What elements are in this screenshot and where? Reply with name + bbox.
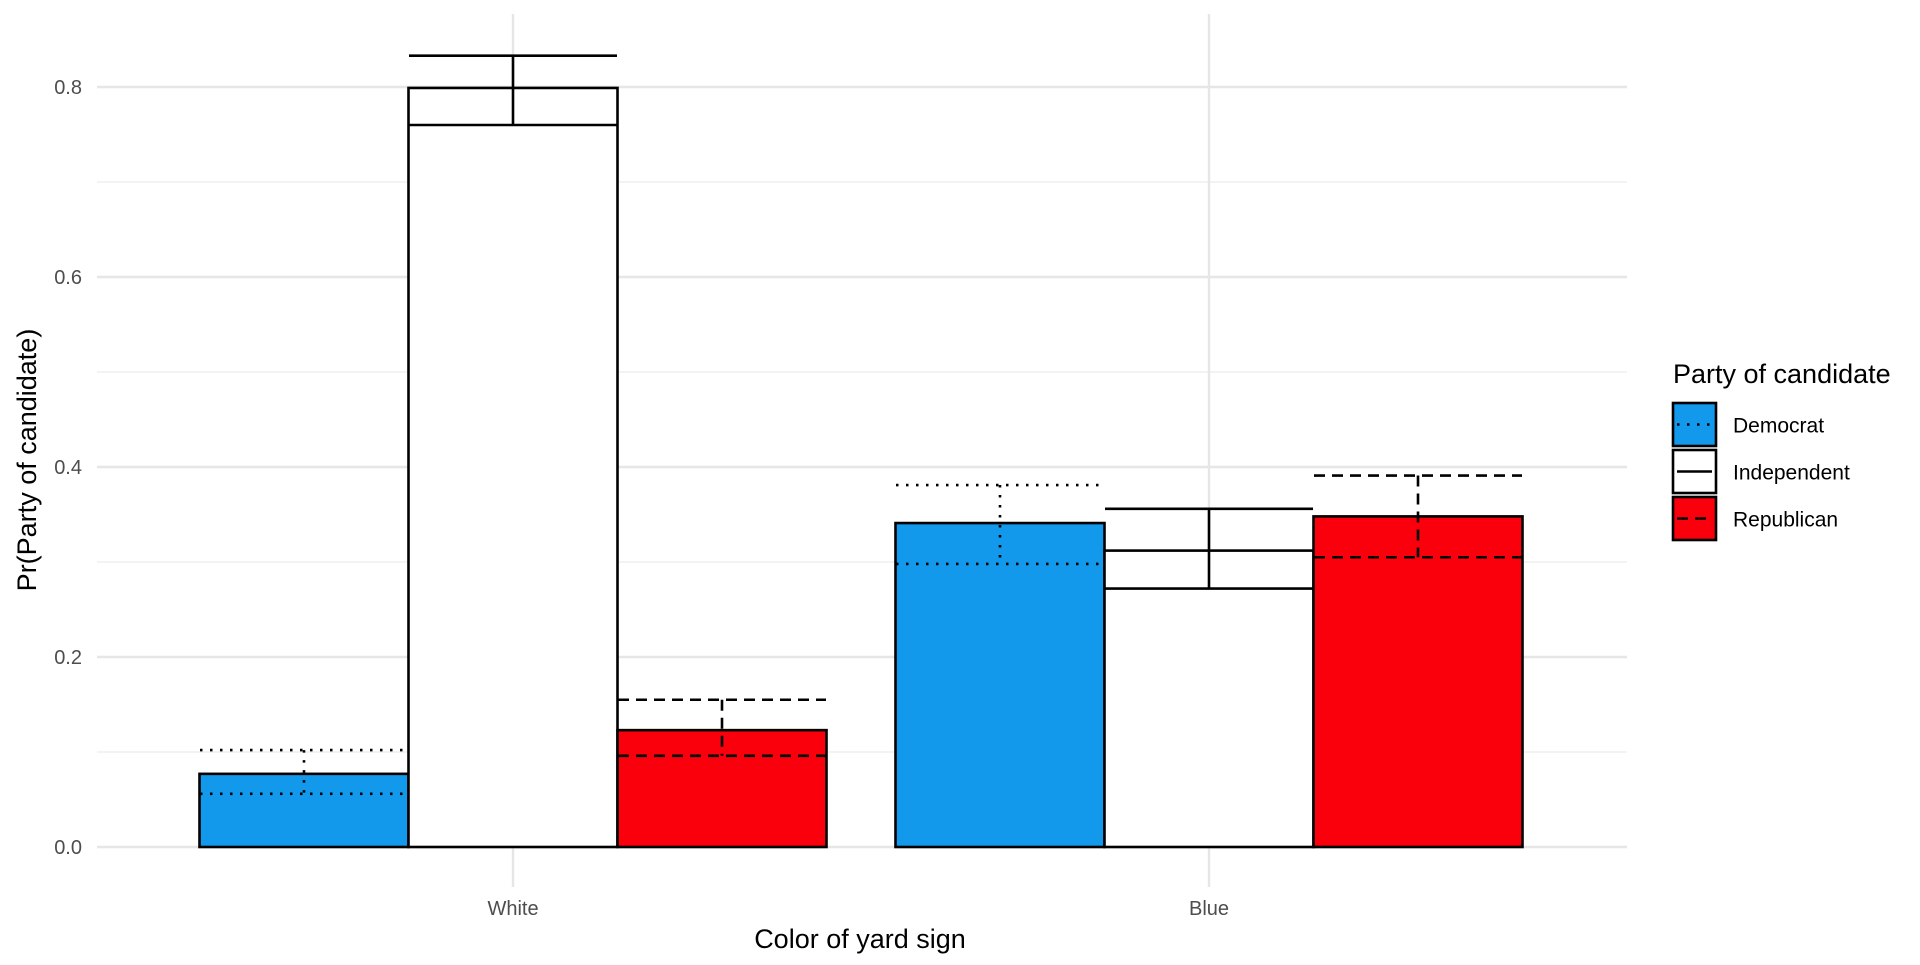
y-tick-label: 0.4 xyxy=(54,457,82,479)
legend-items: Democrat Independent Republican xyxy=(1673,403,1850,540)
bar xyxy=(618,730,827,847)
legend-title: Party of candidate xyxy=(1673,359,1891,389)
y-tick-label: 0.6 xyxy=(54,267,82,289)
legend-item: Republican xyxy=(1673,497,1838,540)
bar xyxy=(200,774,409,847)
bar xyxy=(409,88,618,847)
x-axis-title: Color of yard sign xyxy=(754,924,966,954)
legend-item: Independent xyxy=(1673,450,1850,493)
legend-label: Independent xyxy=(1733,462,1850,485)
legend-label: Republican xyxy=(1733,509,1838,532)
bar xyxy=(1105,551,1314,847)
x-tick-label: White xyxy=(487,898,538,920)
x-tick-label: Blue xyxy=(1189,898,1229,920)
y-tick-label: 0.0 xyxy=(54,837,82,859)
bar xyxy=(1314,516,1523,847)
y-tick-label: 0.8 xyxy=(54,77,82,99)
bar xyxy=(896,523,1105,847)
y-tick-label: 0.2 xyxy=(54,647,82,669)
legend-item: Democrat xyxy=(1673,403,1824,446)
legend: Party of candidate Democrat Independent Re… xyxy=(1673,359,1891,540)
legend-label: Democrat xyxy=(1733,415,1824,438)
y-axis-title: Pr(Party of candidate) xyxy=(12,329,42,592)
